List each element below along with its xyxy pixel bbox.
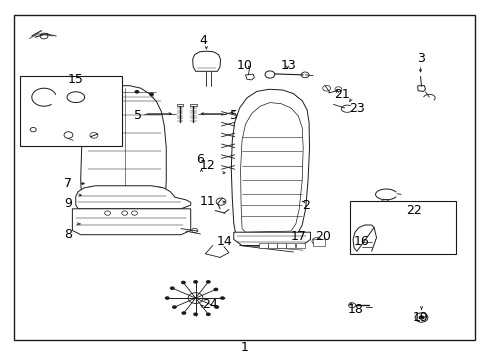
Polygon shape [72, 209, 190, 235]
Circle shape [181, 281, 185, 284]
Text: 13: 13 [280, 59, 296, 72]
Text: 17: 17 [290, 230, 305, 243]
Text: 5: 5 [229, 109, 237, 122]
Circle shape [149, 93, 154, 96]
Text: 21: 21 [334, 88, 349, 101]
Circle shape [107, 90, 112, 94]
Polygon shape [233, 232, 310, 246]
Bar [259, 243, 267, 248]
Circle shape [213, 288, 218, 291]
Polygon shape [176, 104, 183, 106]
Text: 15: 15 [68, 73, 83, 86]
Text: 23: 23 [348, 102, 364, 115]
Text: 7: 7 [64, 177, 72, 190]
Circle shape [172, 305, 177, 309]
Bar [267, 243, 276, 248]
Text: 16: 16 [353, 235, 369, 248]
Circle shape [93, 93, 98, 96]
Text: 1: 1 [240, 341, 248, 354]
Circle shape [205, 280, 210, 284]
Text: 3: 3 [416, 52, 424, 65]
Text: 14: 14 [217, 235, 232, 248]
Text: 18: 18 [346, 303, 362, 316]
Polygon shape [81, 86, 166, 223]
Text: 6: 6 [196, 153, 204, 166]
Text: 22: 22 [405, 204, 421, 217]
Circle shape [220, 296, 224, 300]
Bar [295, 243, 304, 248]
Text: 19: 19 [412, 311, 427, 324]
Polygon shape [189, 104, 196, 106]
Circle shape [205, 312, 210, 316]
Text: 4: 4 [199, 34, 206, 47]
Circle shape [181, 311, 186, 315]
Text: 9: 9 [64, 197, 72, 210]
Circle shape [164, 296, 169, 300]
Bar [285, 243, 294, 248]
Bar [312, 239, 325, 246]
Circle shape [264, 71, 274, 78]
Polygon shape [192, 51, 220, 71]
Circle shape [418, 315, 424, 320]
Text: 8: 8 [64, 228, 72, 240]
Text: 10: 10 [236, 59, 252, 72]
Text: 12: 12 [199, 159, 215, 172]
Text: 2: 2 [302, 199, 309, 212]
Polygon shape [76, 186, 190, 209]
Bar [276, 243, 285, 248]
Circle shape [169, 287, 174, 290]
Circle shape [193, 280, 198, 284]
Text: 11: 11 [199, 195, 215, 208]
Text: 20: 20 [314, 230, 330, 243]
Bar [349, 201, 455, 254]
Circle shape [214, 305, 219, 309]
Bar [20, 76, 122, 146]
Circle shape [193, 312, 198, 316]
Polygon shape [231, 89, 309, 238]
Polygon shape [240, 103, 303, 232]
Circle shape [134, 90, 139, 94]
Circle shape [348, 303, 355, 308]
Text: 5: 5 [134, 109, 142, 122]
Text: 24: 24 [202, 298, 218, 311]
